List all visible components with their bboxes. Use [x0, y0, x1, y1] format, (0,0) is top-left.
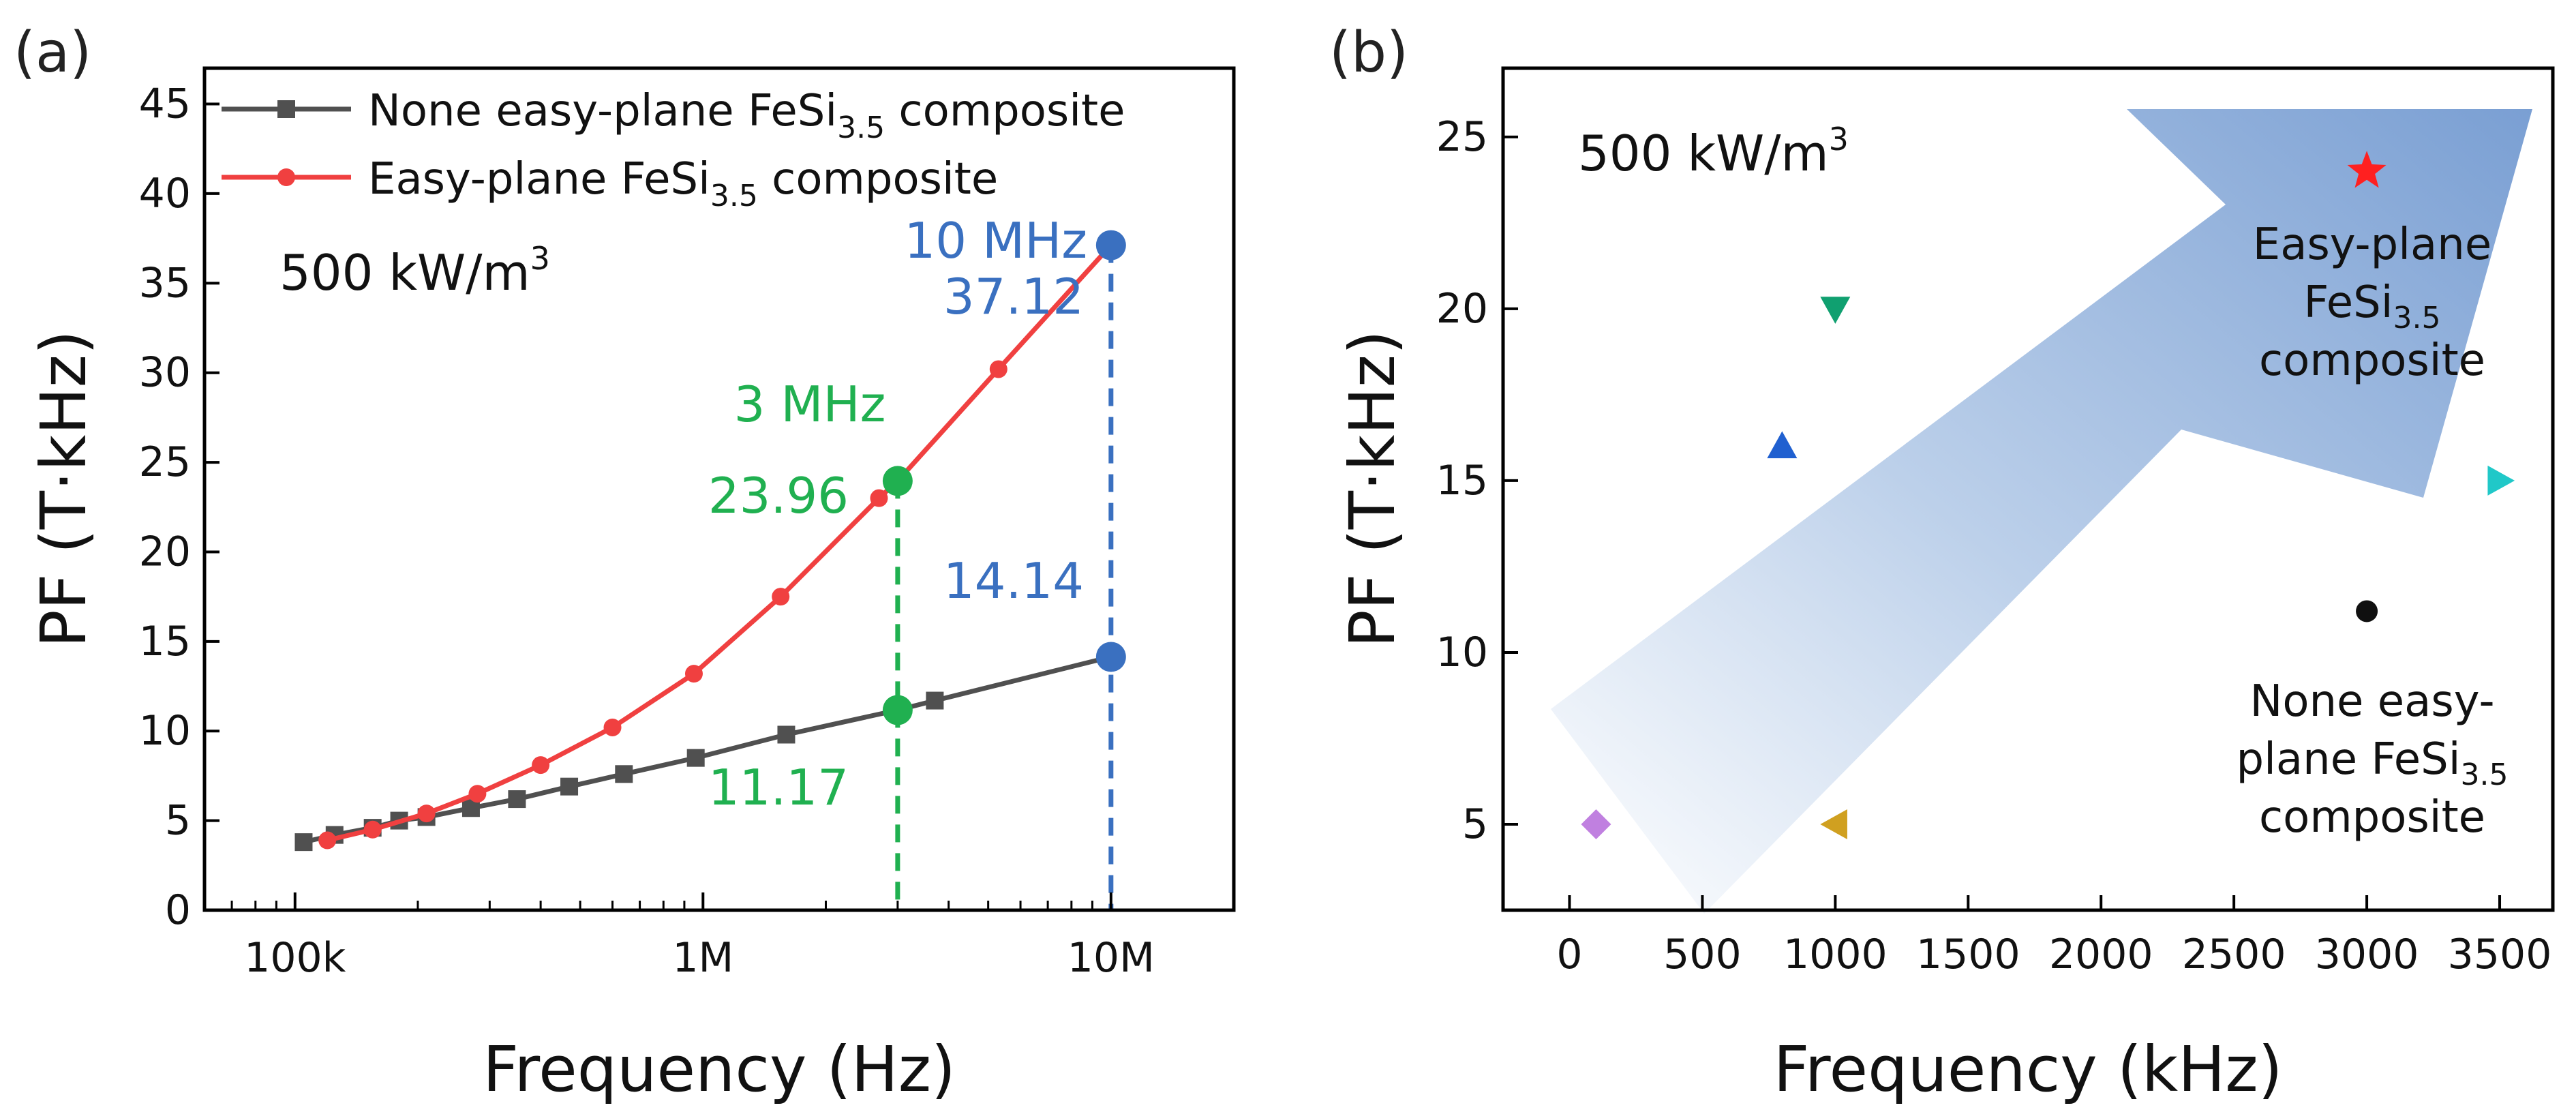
panel-a-chart: (a) 0 5 10 15 20 25 30 35 40 45 100k 1M 10M 23.96 11.… — [14, 20, 1236, 1106]
scatter-point-star — [2347, 151, 2386, 188]
y-tick-label-b: 25 — [1436, 113, 1488, 161]
data-point-series-1 — [468, 785, 487, 803]
y-tick-label-a: 35 — [139, 259, 191, 307]
data-point-series-0 — [615, 765, 633, 783]
y-tick-label-a: 40 — [139, 170, 191, 217]
panel-b-chart: (b) 5 10 15 20 25 0 500 1000 1500 2000 2500 3000 350… — [1329, 20, 2555, 1106]
value-label: 14.14 — [943, 552, 1084, 610]
data-point-series-1 — [318, 831, 337, 850]
y-axis-label-b: PF (T·kHz) — [1336, 330, 1409, 648]
annotation-easy-plane: composite — [2259, 335, 2485, 386]
data-point-series-0 — [686, 749, 705, 767]
frequency-annotation: 10 MHz — [904, 212, 1087, 269]
annotation-easy-plane: FeSi3.5 — [2303, 277, 2440, 335]
trend-arrow — [1551, 109, 2532, 914]
highlight-point — [882, 466, 913, 496]
y-tick-label-a: 5 — [165, 797, 191, 845]
x-axis-label-a: Frequency (Hz) — [483, 1033, 956, 1106]
x-tick-label-b: 3000 — [2315, 931, 2419, 978]
panel-label-a: (a) — [14, 20, 91, 85]
y-tick-label-a: 20 — [139, 528, 191, 575]
value-label: 23.96 — [708, 467, 849, 524]
y-tick-label-a: 30 — [139, 349, 191, 397]
x-tick-label-b: 500 — [1663, 931, 1742, 978]
scatter-point-triangle-left — [1820, 809, 1847, 839]
y-tick-label-a: 15 — [139, 618, 191, 665]
highlight-point — [1095, 230, 1126, 260]
data-point-series-1 — [684, 665, 703, 683]
scatter-point-triangle-down — [1820, 297, 1851, 324]
legend-entry: Easy-plane FeSi3.5 composite — [368, 154, 998, 213]
value-label: 37.12 — [943, 268, 1084, 325]
x-tick-label-a: 10M — [1067, 934, 1155, 982]
data-point-series-1 — [870, 489, 888, 507]
data-point-series-0 — [926, 691, 944, 710]
y-tick-label-b: 15 — [1436, 457, 1488, 505]
y-tick-label-a: 25 — [139, 438, 191, 486]
y-tick-label-b: 10 — [1436, 629, 1488, 676]
data-point-series-1 — [603, 718, 622, 736]
x-tick-label-b: 2000 — [2049, 931, 2153, 978]
y-tick-label-b: 20 — [1436, 285, 1488, 333]
scatter-point-circle — [2356, 600, 2378, 622]
x-axis-label-b: Frequency (kHz) — [1773, 1033, 2282, 1106]
data-point-series-1 — [363, 820, 382, 839]
condition-label-b: 500 kW/m3 — [1578, 121, 1849, 182]
data-point-series-0 — [777, 725, 795, 744]
x-tick-label-b: 3500 — [2448, 931, 2552, 978]
plot-frame-a — [202, 66, 1236, 912]
y-tick-label-a: 0 — [165, 886, 191, 934]
annotation-none-easy-plane: composite — [2259, 792, 2485, 843]
scatter-point-triangle-up — [1767, 431, 1798, 459]
data-point-series-0 — [560, 777, 579, 796]
legend-a: None easy-plane FeSi3.5 composite Easy-pl… — [222, 86, 1125, 213]
y-axis-label-a: PF (T·kHz) — [27, 330, 100, 648]
legend-swatch-marker — [277, 100, 295, 118]
highlight-point — [1095, 642, 1126, 672]
x-tick-label-b: 0 — [1556, 931, 1582, 978]
data-point-series-1 — [772, 588, 790, 606]
value-label: 11.17 — [708, 759, 849, 816]
data-point-series-0 — [294, 833, 313, 852]
data-point-series-1 — [417, 805, 436, 823]
x-tick-label-a: 1M — [672, 934, 733, 982]
data-point-series-1 — [989, 360, 1007, 378]
series-line-1 — [327, 243, 1113, 843]
y-tick-label-b: 5 — [1462, 800, 1488, 848]
legend-swatch-marker — [277, 168, 295, 186]
legend-entry: None easy-plane FeSi3.5 composite — [368, 86, 1125, 145]
x-tick-label-b: 1000 — [1783, 931, 1888, 978]
annotation-easy-plane: Easy-plane — [2253, 220, 2491, 270]
y-tick-label-a: 45 — [139, 80, 191, 128]
x-tick-label-a: 100k — [244, 934, 346, 982]
data-point-series-1 — [532, 756, 550, 775]
annotation-none-easy-plane: plane FeSi3.5 — [2237, 734, 2509, 792]
panel-label-b: (b) — [1329, 20, 1408, 85]
x-tick-label-b: 1500 — [1916, 931, 2020, 978]
x-tick-label-b: 2500 — [2182, 931, 2286, 978]
plot-frame-b — [1501, 66, 2555, 912]
annotation-none-easy-plane: None easy- — [2249, 676, 2494, 727]
y-tick-label-a: 10 — [139, 707, 191, 755]
condition-label-a: 500 kW/m3 — [279, 240, 550, 301]
frequency-annotation: 3 MHz — [734, 376, 886, 433]
data-point-series-0 — [508, 790, 526, 809]
scatter-point-diamond — [1581, 809, 1611, 839]
highlight-point — [882, 695, 913, 725]
scatter-point-triangle-right — [2487, 465, 2515, 496]
